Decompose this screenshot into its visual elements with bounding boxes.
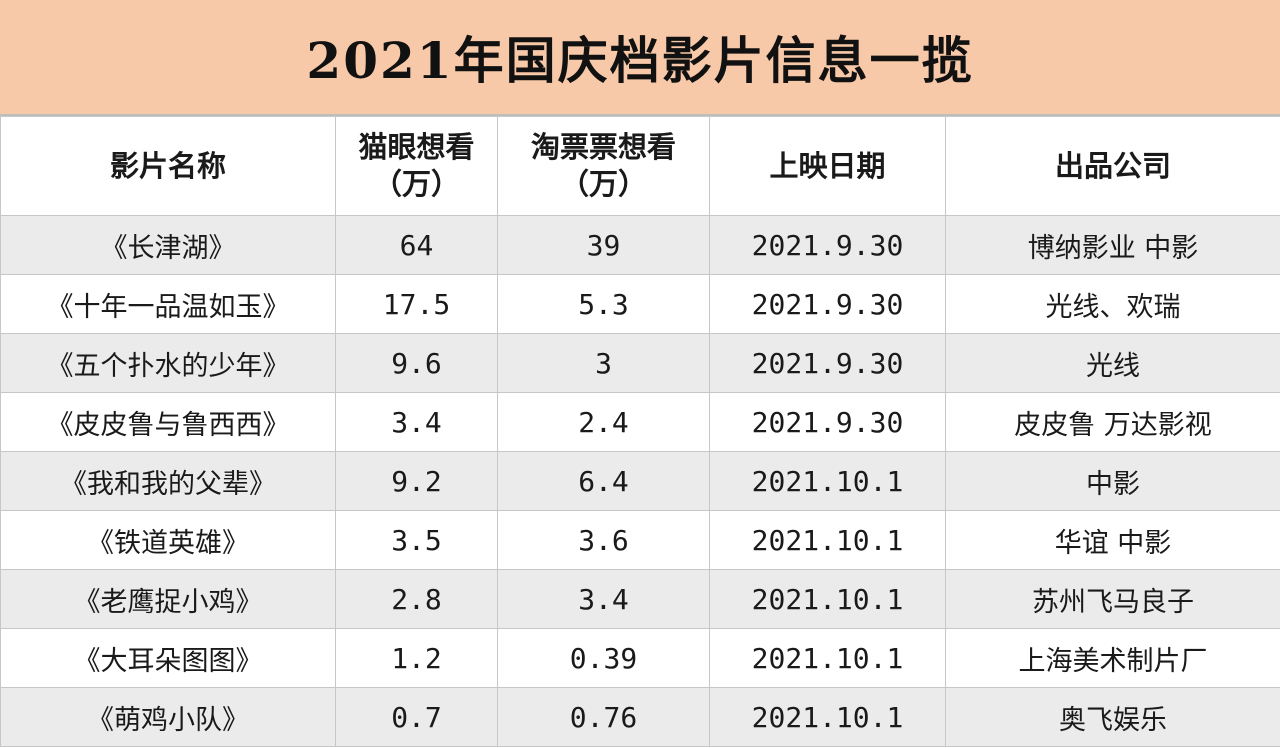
maoyan-want-cell: 1.2 <box>335 628 498 688</box>
maoyan-want-cell: 0.7 <box>335 687 498 747</box>
header-taopiaopiao-want: 淘票票想看 （万） <box>497 116 710 216</box>
production-company-cell: 中影 <box>945 451 1280 511</box>
release-date-cell: 2021.10.1 <box>709 451 946 511</box>
header-row: 影片名称 猫眼想看 （万） 淘票票想看 （万） 上映日期 出品公司 <box>0 116 1280 216</box>
taopiaopiao-want-cell: 2.4 <box>497 392 710 452</box>
maoyan-want-cell: 2.8 <box>335 569 498 629</box>
taopiaopiao-want-cell: 5.3 <box>497 274 710 334</box>
production-company-cell: 博纳影业 中影 <box>945 215 1280 275</box>
header-release-date: 上映日期 <box>709 116 946 216</box>
table-row: 《铁道英雄》 3.5 3.6 2021.10.1 华谊 中影 <box>0 510 1280 570</box>
taopiaopiao-want-cell: 3.4 <box>497 569 710 629</box>
table-row: 《萌鸡小队》 0.7 0.76 2021.10.1 奥飞娱乐 <box>0 687 1280 747</box>
release-date-cell: 2021.10.1 <box>709 687 946 747</box>
production-company-cell: 华谊 中影 <box>945 510 1280 570</box>
production-company-cell: 奥飞娱乐 <box>945 687 1280 747</box>
release-date-cell: 2021.10.1 <box>709 569 946 629</box>
production-company-cell: 光线、欢瑞 <box>945 274 1280 334</box>
title-banner: 2021年国庆档影片信息一揽 <box>0 0 1280 116</box>
page-title: 2021年国庆档影片信息一揽 <box>306 31 974 90</box>
taopiaopiao-want-cell: 0.39 <box>497 628 710 688</box>
maoyan-want-cell: 9.2 <box>335 451 498 511</box>
table-row: 《十年一品温如玉》 17.5 5.3 2021.9.30 光线、欢瑞 <box>0 274 1280 334</box>
taopiaopiao-want-cell: 3.6 <box>497 510 710 570</box>
table-row: 《我和我的父辈》 9.2 6.4 2021.10.1 中影 <box>0 451 1280 511</box>
film-name-cell: 《铁道英雄》 <box>0 510 336 570</box>
table-row: 《五个扑水的少年》 9.6 3 2021.9.30 光线 <box>0 333 1280 393</box>
maoyan-want-cell: 17.5 <box>335 274 498 334</box>
release-date-cell: 2021.9.30 <box>709 392 946 452</box>
film-name-cell: 《十年一品温如玉》 <box>0 274 336 334</box>
film-name-cell: 《老鹰捉小鸡》 <box>0 569 336 629</box>
production-company-cell: 光线 <box>945 333 1280 393</box>
header-film-name: 影片名称 <box>0 116 336 216</box>
production-company-cell: 上海美术制片厂 <box>945 628 1280 688</box>
release-date-cell: 2021.9.30 <box>709 215 946 275</box>
maoyan-want-cell: 9.6 <box>335 333 498 393</box>
taopiaopiao-want-cell: 39 <box>497 215 710 275</box>
header-maoyan-want: 猫眼想看 （万） <box>335 116 498 216</box>
film-name-cell: 《我和我的父辈》 <box>0 451 336 511</box>
film-name-cell: 《萌鸡小队》 <box>0 687 336 747</box>
film-name-cell: 《皮皮鲁与鲁西西》 <box>0 392 336 452</box>
release-date-cell: 2021.10.1 <box>709 510 946 570</box>
table-row: 《皮皮鲁与鲁西西》 3.4 2.4 2021.9.30 皮皮鲁 万达影视 <box>0 392 1280 452</box>
taopiaopiao-want-cell: 6.4 <box>497 451 710 511</box>
maoyan-want-cell: 3.4 <box>335 392 498 452</box>
taopiaopiao-want-cell: 0.76 <box>497 687 710 747</box>
header-production-company: 出品公司 <box>945 116 1280 216</box>
production-company-cell: 皮皮鲁 万达影视 <box>945 392 1280 452</box>
taopiaopiao-want-cell: 3 <box>497 333 710 393</box>
maoyan-want-cell: 3.5 <box>335 510 498 570</box>
table-row: 《老鹰捉小鸡》 2.8 3.4 2021.10.1 苏州飞马良子 <box>0 569 1280 629</box>
film-name-cell: 《五个扑水的少年》 <box>0 333 336 393</box>
film-name-cell: 《长津湖》 <box>0 215 336 275</box>
release-date-cell: 2021.9.30 <box>709 333 946 393</box>
release-date-cell: 2021.9.30 <box>709 274 946 334</box>
film-name-cell: 《大耳朵图图》 <box>0 628 336 688</box>
release-date-cell: 2021.10.1 <box>709 628 946 688</box>
film-info-table: 影片名称 猫眼想看 （万） 淘票票想看 （万） 上映日期 出品公司 <box>0 116 1280 747</box>
production-company-cell: 苏州飞马良子 <box>945 569 1280 629</box>
maoyan-want-cell: 64 <box>335 215 498 275</box>
table-row: 《长津湖》 64 39 2021.9.30 博纳影业 中影 <box>0 215 1280 275</box>
table-row: 《大耳朵图图》 1.2 0.39 2021.10.1 上海美术制片厂 <box>0 628 1280 688</box>
